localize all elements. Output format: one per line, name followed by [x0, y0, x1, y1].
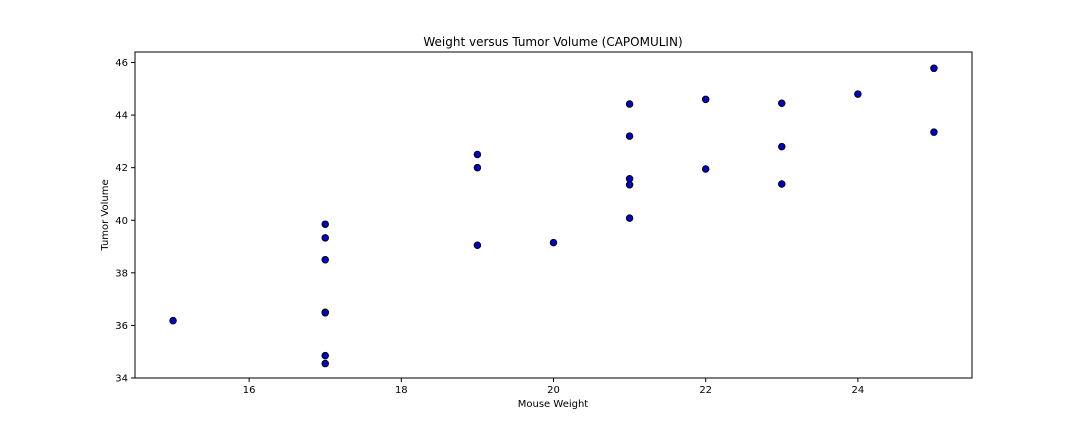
data-points	[169, 64, 938, 368]
data-point	[701, 165, 710, 173]
data-point	[169, 316, 177, 325]
data-point	[321, 255, 329, 264]
data-point	[625, 100, 634, 108]
x-tick-label: 16	[243, 385, 256, 396]
x-tick-label: 18	[395, 385, 408, 396]
plot-frame	[134, 51, 973, 379]
y-axis-ticks: 34 36 38 40 42 44 46	[115, 58, 135, 385]
data-point	[625, 181, 634, 189]
y-tick-label: 34	[115, 374, 128, 385]
data-point	[321, 359, 329, 368]
data-point	[778, 99, 786, 108]
data-point	[321, 220, 329, 228]
data-point	[930, 128, 938, 136]
x-axis-label: Mouse Weight	[518, 399, 589, 410]
y-tick-label: 38	[115, 268, 128, 279]
data-point	[930, 64, 938, 73]
data-point	[473, 241, 482, 249]
data-point	[625, 214, 634, 222]
x-tick-label: 24	[851, 385, 864, 396]
data-point	[321, 351, 329, 360]
y-tick-label: 36	[115, 321, 128, 332]
data-point	[321, 309, 329, 317]
y-tick-label: 46	[115, 58, 128, 69]
data-point	[778, 142, 786, 151]
data-point	[549, 238, 558, 247]
y-axis-label: Tumor Volume	[100, 179, 111, 251]
data-point	[701, 95, 710, 104]
x-tick-label: 20	[547, 385, 560, 396]
data-point	[854, 90, 862, 98]
data-point	[473, 150, 482, 159]
data-point	[778, 180, 786, 188]
data-point	[473, 163, 482, 172]
data-point	[321, 234, 329, 242]
y-tick-label: 44	[115, 111, 128, 122]
y-tick-label: 42	[115, 163, 128, 174]
x-axis-ticks: 16 18 20 22 24	[243, 378, 864, 396]
chart-title: Weight versus Tumor Volume (CAPOMULIN)	[423, 35, 682, 49]
data-point	[625, 132, 634, 140]
x-tick-label: 22	[699, 385, 712, 396]
y-tick-label: 40	[115, 216, 128, 227]
